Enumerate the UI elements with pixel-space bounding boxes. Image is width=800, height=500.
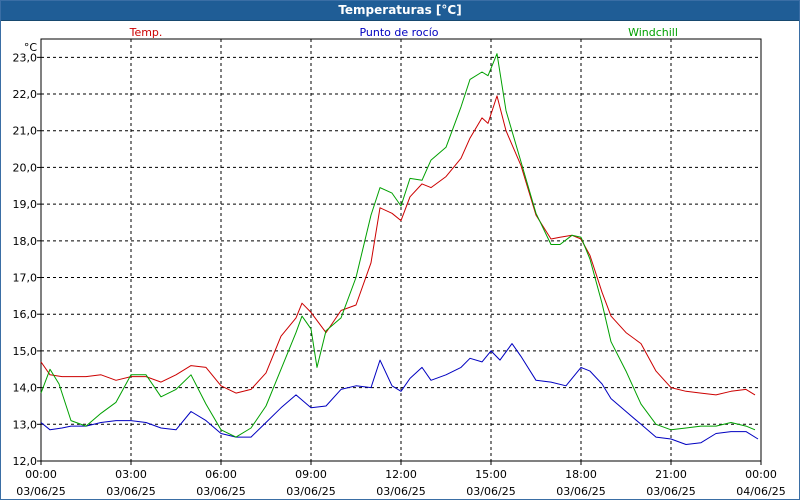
series-layer [40,53,759,445]
x-tick-date: 03/06/25 [286,485,335,498]
y-tick-label: 13,0 [13,418,38,431]
y-axis-unit: °C [24,41,38,54]
grid [41,39,761,462]
y-tick-label: 16,0 [13,308,38,321]
y-tick-label: 20,0 [13,161,38,174]
x-tick-time: 06:00 [205,468,237,481]
temperature-chart: 12,0 13,0 14,0 15,0 16,0 17,0 18,0 19,0 20,0 21,0… [13,26,786,498]
legend-entry: Windchill [628,26,678,39]
chart-title: Temperaturas [°C] [1,1,799,21]
y-tick-label: 23,0 [13,51,38,64]
x-tick-date: 03/06/25 [376,485,425,498]
y-tick-label: 22,0 [13,88,38,101]
x-tick-time: 00:00 [745,468,777,481]
y-tick-label: 15,0 [13,345,38,358]
axis-layer: 12,0 13,0 14,0 15,0 16,0 17,0 18,0 19,0 20,0 21,0… [13,41,786,498]
y-tick-label: 18,0 [13,235,38,248]
x-tick-time: 21:00 [655,468,687,481]
series-line-punto-de-rocio [40,343,759,445]
series-line-temp [40,95,756,396]
x-tick-date: 03/06/25 [196,485,245,498]
legend-entry: Temp. [129,26,163,39]
x-tick-time: 00:00 [25,468,57,481]
x-tick-date: 03/06/25 [556,485,605,498]
x-tick-date: 03/06/25 [646,485,695,498]
x-tick-time: 09:00 [295,468,327,481]
x-tick-date: 04/06/25 [736,485,785,498]
y-tick-label: 21,0 [13,125,38,138]
legend-entry: Punto de rocío [359,26,438,39]
series-line-windchill [40,53,756,438]
x-tick-time: 18:00 [565,468,597,481]
x-tick-time: 12:00 [385,468,417,481]
y-tick-label: 17,0 [13,272,38,285]
legend: Temp. Punto de rocío Windchill [129,26,678,39]
y-tick-label: 19,0 [13,198,38,211]
x-tick-time: 03:00 [115,468,147,481]
x-tick-date: 03/06/25 [106,485,155,498]
x-tick-date: 03/06/25 [16,485,65,498]
y-tick-label: 12,0 [13,455,38,468]
x-tick-time: 15:00 [475,468,507,481]
x-tick-date: 03/06/25 [466,485,515,498]
y-tick-label: 14,0 [13,382,38,395]
